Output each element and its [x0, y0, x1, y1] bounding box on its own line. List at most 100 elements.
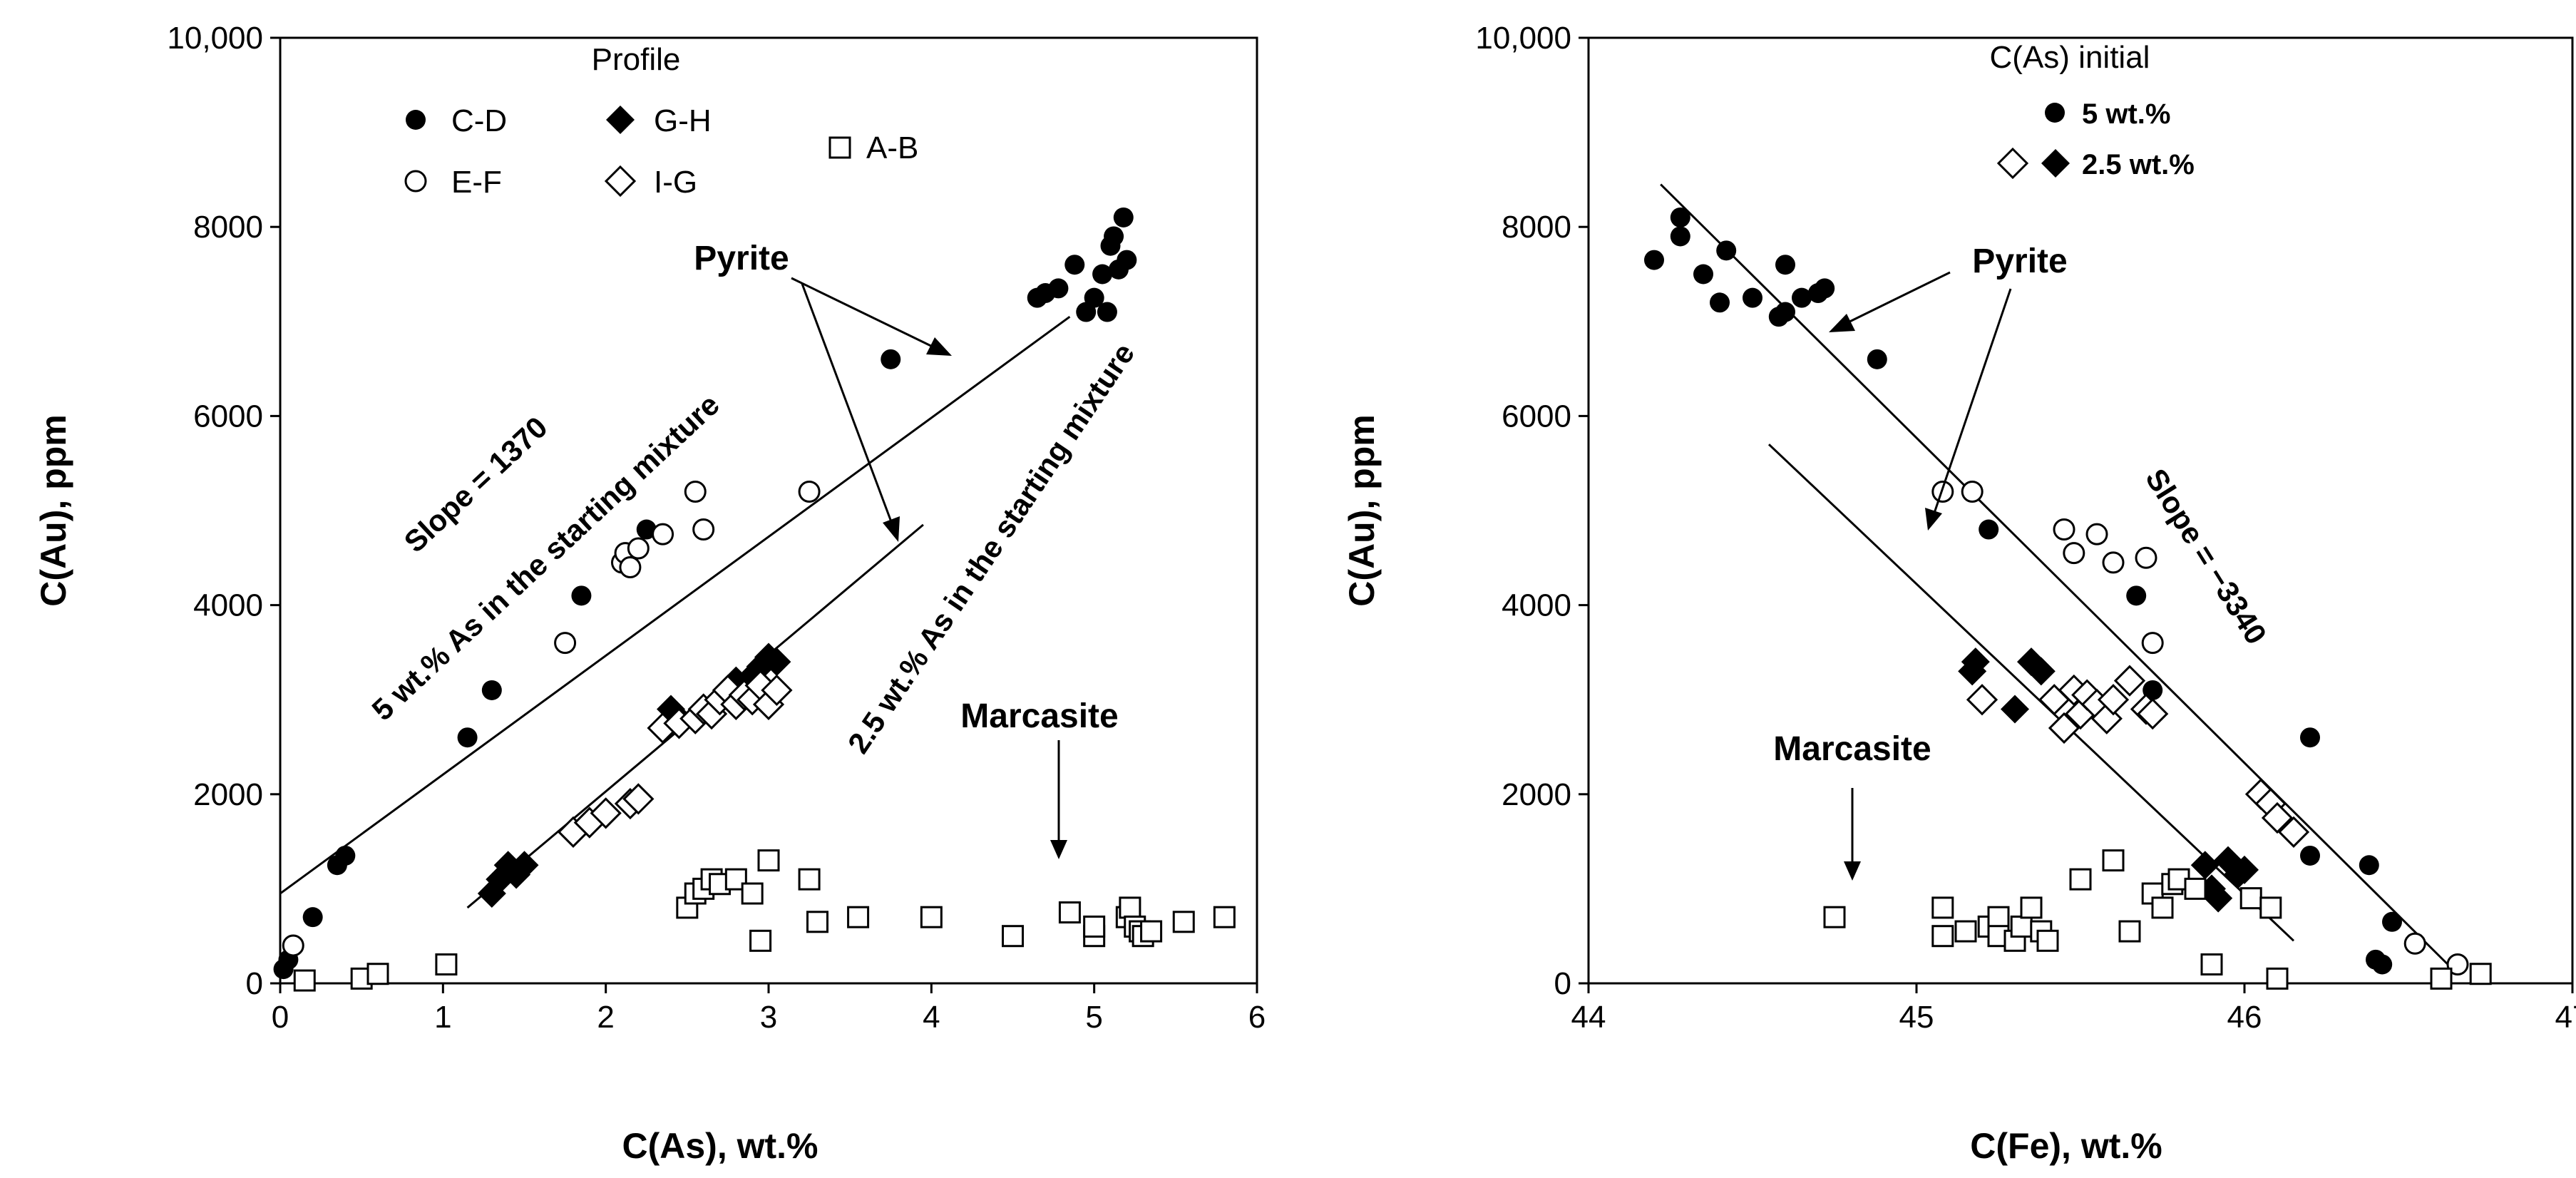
point-a-b: [806, 911, 828, 933]
point-5-wt-filled: [1775, 302, 1795, 322]
point-5-wt-open: [1931, 480, 1954, 503]
point-a-b: [293, 969, 316, 992]
left-x-tick-label: 4: [923, 1000, 940, 1035]
left-y-tick-label: 2000: [193, 777, 263, 812]
point-a-b: [847, 906, 870, 928]
point-marcasite: [2266, 967, 2289, 990]
right-data-points: [1644, 207, 2492, 990]
left-x-tick-label: 1: [434, 1000, 451, 1035]
right-y-tick-label: 2000: [1502, 777, 1571, 812]
point-5-wt-filled: [1792, 287, 1812, 308]
point-c-d: [1113, 207, 1134, 227]
point-5-wt-filled: [1710, 292, 1730, 313]
left-x-tick-label: 3: [760, 1000, 777, 1035]
point-c-d: [335, 845, 356, 866]
right-y-tick-label: 4000: [1502, 588, 1571, 623]
point-e-f: [554, 632, 577, 655]
point-c-d: [1064, 255, 1085, 275]
point-2-5-wt-open: [2048, 712, 2080, 744]
point-5-wt-open: [2063, 542, 2085, 565]
left-x-axis-label: C(As), wt.%: [622, 1126, 819, 1166]
point-5-wt-open: [2102, 551, 2125, 574]
point-a-b: [741, 882, 764, 905]
point-marcasite: [2010, 915, 2033, 938]
left-fit-line-1: [279, 315, 1071, 895]
left-x-tick-label: 6: [1248, 1000, 1266, 1035]
point-5-wt-open: [2135, 546, 2157, 569]
left-y-tick-label: 8000: [193, 210, 263, 245]
right-marcasite-label: Marcasite: [1773, 730, 1931, 768]
right-slope-label: Slope = −3340: [2139, 463, 2273, 650]
point-e-f: [282, 934, 304, 957]
point-g-h: [510, 851, 539, 880]
legend-label-e-f: E-F: [451, 165, 502, 200]
point-5-wt-filled: [1867, 349, 1887, 369]
legend-marker-g-h: [606, 106, 635, 134]
point-marcasite: [1954, 920, 1977, 943]
right-y-axis-label: C(Au), ppm: [1342, 414, 1382, 606]
point-5-wt-open: [1961, 480, 1984, 503]
point-5-wt-filled: [1815, 278, 1835, 299]
point-2-5-wt-open: [1966, 684, 1998, 716]
legend-label-a-b: A-B: [866, 130, 918, 165]
right-axis-ticks: 44 45 46 47 0 2000 4000 6000 8000 10,000: [1475, 21, 2576, 1035]
right-legend-title: C(As) initial: [1990, 40, 2150, 75]
point-i-g: [590, 797, 622, 829]
legend-label-c-d: C-D: [451, 103, 507, 138]
left-y-tick-label: 10,000: [167, 21, 263, 56]
legend-marker-c-d: [406, 110, 426, 130]
point-c-d: [302, 907, 323, 928]
right-pyrite-label: Pyrite: [1972, 242, 2067, 280]
point-marcasite: [1931, 925, 1954, 948]
point-5-wt-open: [2446, 953, 2469, 975]
point-a-b: [366, 963, 389, 985]
point-marcasite: [2151, 896, 2174, 919]
point-a-b: [749, 929, 772, 952]
right-fit-lines: [1660, 183, 2449, 966]
point-2-5-wt-open: [2277, 816, 2310, 848]
point-c-d: [1097, 302, 1117, 322]
left-marcasite-label: Marcasite: [960, 697, 1118, 735]
point-2-5-wt-filled: [2230, 855, 2259, 884]
right-pyrite-arrow-1: [1839, 271, 1951, 328]
point-5-wt-filled: [2359, 855, 2379, 876]
point-5-wt-filled: [1644, 250, 1664, 270]
left-y-tick-label: 0: [246, 966, 263, 1001]
point-i-g: [761, 674, 793, 707]
point-c-d: [571, 585, 592, 606]
left-x-tick-label: 0: [272, 1000, 289, 1035]
point-5-wt-filled: [1716, 240, 1737, 261]
point-i-g: [622, 783, 655, 815]
right-y-tick-label: 8000: [1502, 210, 1571, 245]
point-a-b: [1058, 901, 1081, 924]
point-marcasite: [2239, 887, 2262, 910]
left-data-points: [273, 207, 1236, 992]
left-panel: 0 1 2 3 4 5 6 0 2000 4000 6000 8000 10,000 C(As), wt…: [34, 21, 1266, 1166]
point-marcasite: [2430, 967, 2453, 990]
right-fit-line-1: [1660, 183, 2449, 966]
point-marcasite: [1987, 906, 2010, 928]
point-5-wt-open: [2085, 523, 2108, 546]
point-marcasite: [2036, 929, 2059, 952]
point-2-5-wt-open: [2113, 665, 2146, 697]
legend-marker-2-5wt-filled: [2041, 149, 2070, 178]
point-2-5-wt-filled: [1961, 647, 1990, 677]
point-2-5-wt-filled: [2204, 884, 2233, 913]
right-pyrite-arrowhead-2: [1925, 508, 1942, 531]
right-marcasite-arrowhead: [1844, 861, 1861, 881]
point-c-d: [1048, 278, 1069, 299]
point-marcasite: [1823, 906, 1846, 928]
legend-marker-a-b: [828, 136, 851, 159]
left-marcasite-arrowhead: [1050, 840, 1067, 859]
left-pyrite-arrowhead-2: [883, 516, 900, 542]
point-2-5-wt-open: [2137, 697, 2169, 730]
right-y-tick-label: 6000: [1502, 399, 1571, 434]
left-x-tick-label: 2: [597, 1000, 614, 1035]
point-marcasite: [2069, 868, 2092, 891]
point-2-5-wt-open: [2097, 684, 2130, 716]
legend-marker-i-g: [604, 165, 637, 198]
point-5-wt-filled: [2300, 727, 2320, 748]
point-a-b: [1119, 896, 1141, 919]
point-a-b: [798, 868, 821, 891]
point-e-f: [652, 523, 674, 546]
